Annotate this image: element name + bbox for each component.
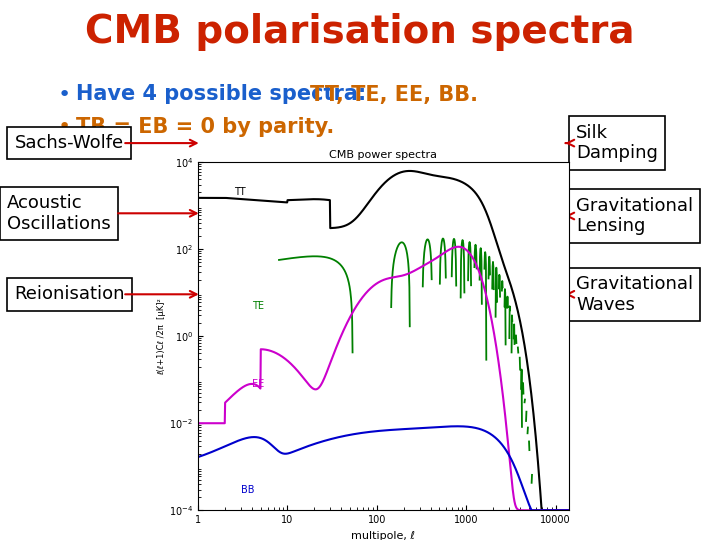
Text: BB: BB	[240, 484, 254, 495]
X-axis label: multipole, ℓ: multipole, ℓ	[351, 531, 415, 540]
Text: CMB polarisation spectra: CMB polarisation spectra	[85, 14, 635, 51]
Text: •: •	[58, 84, 71, 105]
Text: Sachs-Wolfe: Sachs-Wolfe	[14, 134, 124, 152]
Text: Have 4 possible spectra:: Have 4 possible spectra:	[76, 84, 373, 105]
Text: Silk
Damping: Silk Damping	[576, 124, 658, 163]
Text: Acoustic
Oscillations: Acoustic Oscillations	[7, 194, 111, 233]
Text: TT, TE, EE, BB.: TT, TE, EE, BB.	[310, 84, 477, 105]
Text: Gravitational
Lensing: Gravitational Lensing	[576, 197, 693, 235]
Text: TB = EB = 0 by parity.: TB = EB = 0 by parity.	[76, 117, 334, 137]
Text: TE: TE	[252, 301, 264, 310]
Text: TT: TT	[233, 187, 246, 198]
Y-axis label: ℓ(ℓ+1)Cℓ /2π  [μK]²: ℓ(ℓ+1)Cℓ /2π [μK]²	[157, 298, 166, 375]
Text: Gravitational
Waves: Gravitational Waves	[576, 275, 693, 314]
Text: •: •	[58, 117, 71, 137]
Title: CMB power spectra: CMB power spectra	[330, 150, 438, 160]
Text: Reionisation: Reionisation	[14, 285, 125, 303]
Text: EE: EE	[252, 379, 264, 389]
